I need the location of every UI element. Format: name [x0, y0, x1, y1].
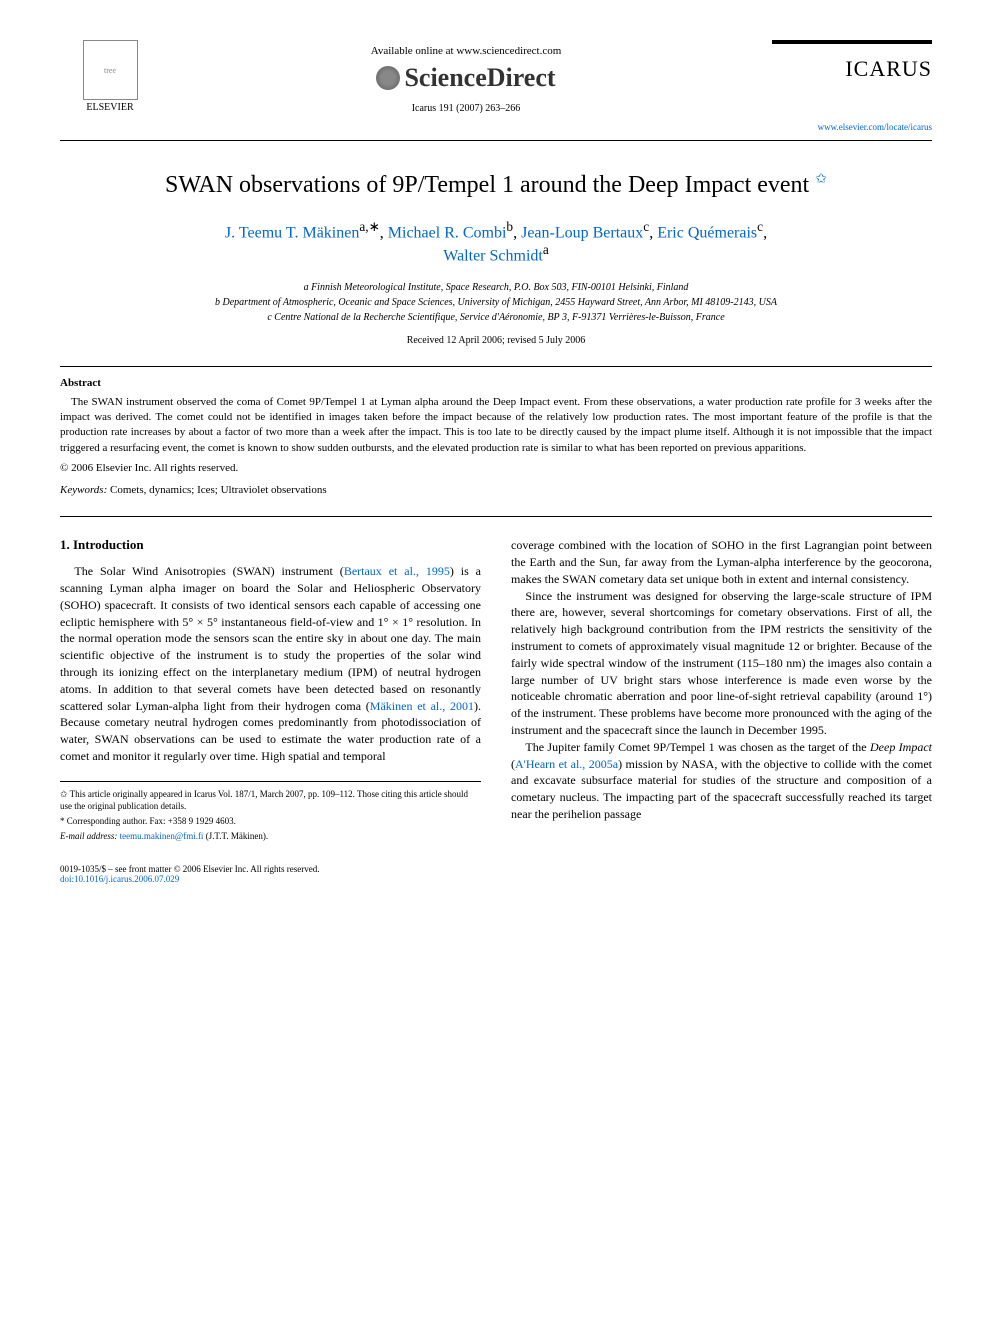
author-4-aff: c [757, 219, 763, 234]
intro-para-2: Since the instrument was designed for ob… [511, 588, 932, 739]
right-column: coverage combined with the location of S… [511, 537, 932, 844]
author-1[interactable]: J. Teemu T. Mäkinen [225, 224, 359, 241]
abstract-body: The SWAN instrument observed the coma of… [60, 395, 932, 457]
page-footer: 0019-1035/$ – see front matter © 2006 El… [60, 864, 932, 884]
abstract-text: The SWAN instrument observed the coma of… [60, 396, 932, 454]
author-2-aff: b [506, 219, 513, 234]
center-header: Available online at www.sciencedirect.co… [160, 40, 772, 114]
journal-name: ICARUS [772, 56, 932, 82]
affiliations-block: a Finnish Meteorological Institute, Spac… [60, 280, 932, 325]
authors-line: J. Teemu T. Mäkinena,∗, Michael R. Combi… [60, 219, 932, 266]
author-5[interactable]: Walter Schmidt [443, 248, 543, 265]
journal-block: ICARUS www.elsevier.com/locate/icarus [772, 40, 932, 132]
divider-top [60, 366, 932, 367]
publisher-header: tree ELSEVIER Available online at www.sc… [60, 40, 932, 141]
elsevier-label: ELSEVIER [86, 102, 133, 113]
footnote-email: E-mail address: teemu.makinen@fmi.fi (J.… [60, 830, 481, 843]
citation-bertaux-1995[interactable]: Bertaux et al., 1995 [344, 564, 450, 578]
title-footnote-star-icon[interactable]: ✩ [815, 172, 827, 187]
title-text: SWAN observations of 9P/Tempel 1 around … [165, 172, 809, 198]
keywords-text: Comets, dynamics; Ices; Ultraviolet obse… [110, 484, 327, 496]
abstract-heading: Abstract [60, 377, 932, 389]
keywords-label: Keywords: [60, 484, 107, 496]
left-column: 1. Introduction The Solar Wind Anisotrop… [60, 537, 481, 844]
elsevier-block: tree ELSEVIER [60, 40, 160, 113]
elsevier-tree-icon: tree [83, 40, 138, 100]
author-4[interactable]: Eric Quémerais [657, 224, 757, 241]
keywords-line: Keywords: Comets, dynamics; Ices; Ultrav… [60, 484, 932, 496]
footnote-corresponding: * Corresponding author. Fax: +358 9 1929… [60, 815, 481, 828]
author-2[interactable]: Michael R. Combi [388, 224, 507, 241]
footnote-star: ✩ This article originally appeared in Ic… [60, 788, 481, 813]
received-dates: Received 12 April 2006; revised 5 July 2… [60, 335, 932, 346]
citation-ahearn-2005a[interactable]: A'Hearn et al., 2005a [515, 757, 618, 771]
journal-citation: Icarus 191 (2007) 263–266 [160, 103, 772, 114]
intro-para-1-cont: coverage combined with the location of S… [511, 537, 932, 587]
journal-url-link[interactable]: www.elsevier.com/locate/icarus [772, 122, 932, 132]
intro-para-1: The Solar Wind Anisotropies (SWAN) instr… [60, 563, 481, 765]
doi-link[interactable]: doi:10.1016/j.icarus.2006.07.029 [60, 874, 932, 884]
email-who: (J.T.T. Mäkinen). [206, 831, 268, 841]
footnotes-block: ✩ This article originally appeared in Ic… [60, 781, 481, 842]
issn-line: 0019-1035/$ – see front matter © 2006 El… [60, 864, 932, 874]
copyright-line: © 2006 Elsevier Inc. All rights reserved… [60, 462, 932, 474]
author-3-aff: c [643, 219, 649, 234]
author-3[interactable]: Jean-Loup Bertaux [521, 224, 643, 241]
author-1-aff: a,∗ [359, 219, 379, 234]
affiliation-c: c Centre National de la Recherche Scient… [60, 310, 932, 325]
author-5-aff: a [543, 242, 549, 257]
section-1-heading: 1. Introduction [60, 537, 481, 553]
affiliation-b: b Department of Atmospheric, Oceanic and… [60, 295, 932, 310]
affiliation-a: a Finnish Meteorological Institute, Spac… [60, 280, 932, 295]
citation-makinen-2001[interactable]: Mäkinen et al., 2001 [370, 699, 474, 713]
intro-para-3: The Jupiter family Comet 9P/Tempel 1 was… [511, 739, 932, 823]
article-title: SWAN observations of 9P/Tempel 1 around … [60, 171, 932, 199]
deep-impact-emphasis: Deep Impact [870, 740, 932, 754]
sciencedirect-swirl-icon [376, 66, 400, 90]
divider-bottom [60, 516, 932, 517]
sciencedirect-logo: ScienceDirect [160, 63, 772, 93]
email-link[interactable]: teemu.makinen@fmi.fi [120, 831, 204, 841]
available-online-text: Available online at www.sciencedirect.co… [160, 45, 772, 57]
sciencedirect-text: ScienceDirect [404, 63, 555, 93]
body-columns: 1. Introduction The Solar Wind Anisotrop… [60, 537, 932, 844]
email-label: E-mail address: [60, 831, 117, 841]
